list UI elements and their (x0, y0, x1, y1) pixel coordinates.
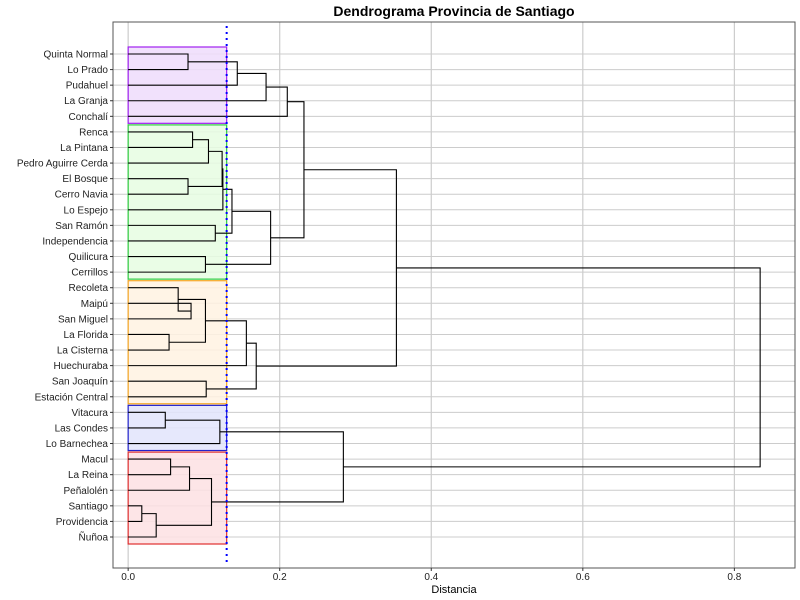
leaf-label: San Miguel (58, 314, 108, 325)
leaf-label: Maipú (81, 299, 108, 310)
leaf-label: Renca (79, 127, 108, 138)
leaf-label: Huechuraba (54, 361, 109, 372)
leaf-label: Quinta Normal (44, 50, 108, 61)
cluster-box-layer (127, 46, 228, 545)
leaf-label: Cerrillos (71, 268, 108, 279)
x-tick-label: 0.2 (273, 572, 287, 583)
leaf-label: La Reina (68, 470, 108, 481)
leaf-label-layer: Quinta Normal Lo Prado Pudahuel La Granja Co… (17, 50, 113, 544)
leaf-label: Santiago (69, 501, 109, 512)
chart-title: Dendrograma Provincia de Santiago (333, 3, 574, 19)
dendrogram-branch (211, 431, 344, 503)
panel-border-layer (112, 21, 796, 569)
dendrogram-branch (128, 458, 172, 476)
leaf-label: Estación Central (35, 392, 108, 403)
dendrogram-branch (128, 513, 157, 538)
dendrogram-branch (128, 72, 267, 102)
leaf-label: Quilicura (69, 252, 109, 263)
leaf-label: Peñalolén (64, 486, 108, 497)
leaf-label: El Bosque (62, 174, 108, 185)
leaf-label: Macul (81, 455, 108, 466)
x-tick-label: 0.0 (121, 572, 135, 583)
leaf-label: Cerro Navia (55, 190, 109, 201)
x-tick-layer: 0.0 0.2 0.4 0.6 0.8 (121, 568, 742, 583)
x-tick-label: 0.4 (424, 572, 438, 583)
leaf-label: San Ramón (55, 221, 108, 232)
cluster-box (127, 124, 228, 280)
leaf-label: La Florida (64, 330, 109, 341)
leaf-label: La Pintana (60, 143, 108, 154)
x-axis-label: Distancia (431, 584, 477, 596)
leaf-label: Las Condes (55, 423, 108, 434)
dendrogram-branch (156, 478, 213, 526)
leaf-label: Recoleta (69, 283, 109, 294)
dendrogram-branch (343, 267, 761, 468)
x-tick-label: 0.6 (576, 572, 590, 583)
leaf-label: La Cisterna (57, 346, 109, 357)
leaf-label: Pudahuel (66, 81, 108, 92)
leaf-label: Independencia (42, 236, 108, 247)
leaf-label: Providencia (56, 517, 109, 528)
plot-panel-border (112, 21, 796, 569)
leaf-label: Lo Barnechea (46, 439, 109, 450)
leaf-label: Vitacura (71, 408, 108, 419)
leaf-label: Conchalí (69, 112, 109, 123)
leaf-label: Pedro Aguirre Cerda (17, 159, 109, 170)
leaf-label: Lo Prado (67, 65, 108, 76)
x-tick-label: 0.8 (727, 572, 741, 583)
leaf-label: La Granja (64, 96, 108, 107)
leaf-label: San Joaquín (52, 377, 108, 388)
leaf-label: Lo Espejo (64, 205, 109, 216)
leaf-label: Ñuñoa (79, 531, 109, 544)
